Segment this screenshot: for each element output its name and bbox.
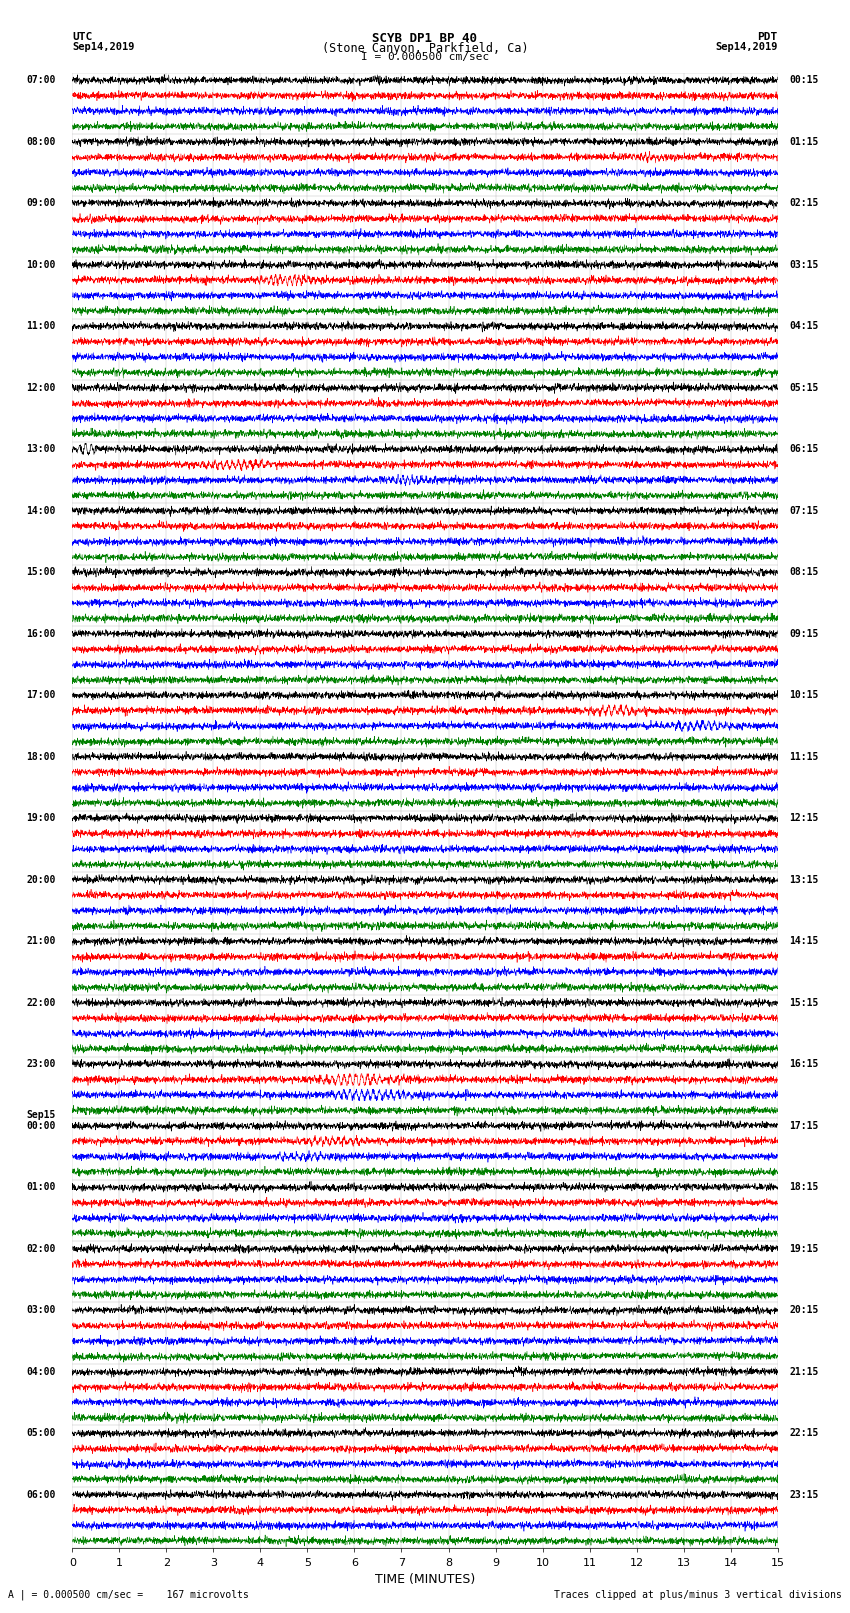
Text: 13:15: 13:15	[790, 874, 819, 884]
Text: 18:00: 18:00	[26, 752, 56, 761]
Text: 03:15: 03:15	[790, 260, 819, 269]
Text: A | = 0.000500 cm/sec =    167 microvolts: A | = 0.000500 cm/sec = 167 microvolts	[8, 1589, 249, 1600]
Text: 12:15: 12:15	[790, 813, 819, 823]
Text: 02:00: 02:00	[26, 1244, 56, 1253]
X-axis label: TIME (MINUTES): TIME (MINUTES)	[375, 1573, 475, 1586]
Text: 23:15: 23:15	[790, 1490, 819, 1500]
Text: 18:15: 18:15	[790, 1182, 819, 1192]
Text: 13:00: 13:00	[26, 444, 56, 455]
Text: 08:15: 08:15	[790, 568, 819, 577]
Text: 19:15: 19:15	[790, 1244, 819, 1253]
Text: I = 0.000500 cm/sec: I = 0.000500 cm/sec	[361, 52, 489, 61]
Text: 00:15: 00:15	[790, 76, 819, 85]
Text: 15:00: 15:00	[26, 568, 56, 577]
Text: PDT: PDT	[757, 32, 778, 42]
Text: 16:15: 16:15	[790, 1060, 819, 1069]
Text: 09:00: 09:00	[26, 198, 56, 208]
Text: 07:15: 07:15	[790, 506, 819, 516]
Text: 15:15: 15:15	[790, 998, 819, 1008]
Text: UTC: UTC	[72, 32, 93, 42]
Text: 19:00: 19:00	[26, 813, 56, 823]
Text: 23:00: 23:00	[26, 1060, 56, 1069]
Text: 03:00: 03:00	[26, 1305, 56, 1315]
Text: 17:00: 17:00	[26, 690, 56, 700]
Text: Traces clipped at plus/minus 3 vertical divisions: Traces clipped at plus/minus 3 vertical …	[553, 1590, 842, 1600]
Text: 05:00: 05:00	[26, 1428, 56, 1439]
Text: 14:00: 14:00	[26, 506, 56, 516]
Text: 04:15: 04:15	[790, 321, 819, 331]
Text: Sep14,2019: Sep14,2019	[715, 42, 778, 52]
Text: 20:15: 20:15	[790, 1305, 819, 1315]
Text: Sep15: Sep15	[26, 1110, 56, 1119]
Text: 14:15: 14:15	[790, 936, 819, 947]
Text: 20:00: 20:00	[26, 874, 56, 884]
Text: 11:00: 11:00	[26, 321, 56, 331]
Text: 17:15: 17:15	[790, 1121, 819, 1131]
Text: Sep14,2019: Sep14,2019	[72, 42, 135, 52]
Text: 22:15: 22:15	[790, 1428, 819, 1439]
Text: 01:15: 01:15	[790, 137, 819, 147]
Text: 21:15: 21:15	[790, 1366, 819, 1376]
Text: 11:15: 11:15	[790, 752, 819, 761]
Text: 07:00: 07:00	[26, 76, 56, 85]
Text: 22:00: 22:00	[26, 998, 56, 1008]
Text: 12:00: 12:00	[26, 382, 56, 392]
Text: 16:00: 16:00	[26, 629, 56, 639]
Text: 08:00: 08:00	[26, 137, 56, 147]
Text: (Stone Canyon, Parkfield, Ca): (Stone Canyon, Parkfield, Ca)	[321, 42, 529, 55]
Text: 21:00: 21:00	[26, 936, 56, 947]
Text: 04:00: 04:00	[26, 1366, 56, 1376]
Text: 05:15: 05:15	[790, 382, 819, 392]
Text: 10:00: 10:00	[26, 260, 56, 269]
Text: SCYB DP1 BP 40: SCYB DP1 BP 40	[372, 32, 478, 45]
Text: 02:15: 02:15	[790, 198, 819, 208]
Text: 01:00: 01:00	[26, 1182, 56, 1192]
Text: 10:15: 10:15	[790, 690, 819, 700]
Text: 09:15: 09:15	[790, 629, 819, 639]
Text: 06:00: 06:00	[26, 1490, 56, 1500]
Text: 00:00: 00:00	[26, 1121, 56, 1131]
Text: 06:15: 06:15	[790, 444, 819, 455]
